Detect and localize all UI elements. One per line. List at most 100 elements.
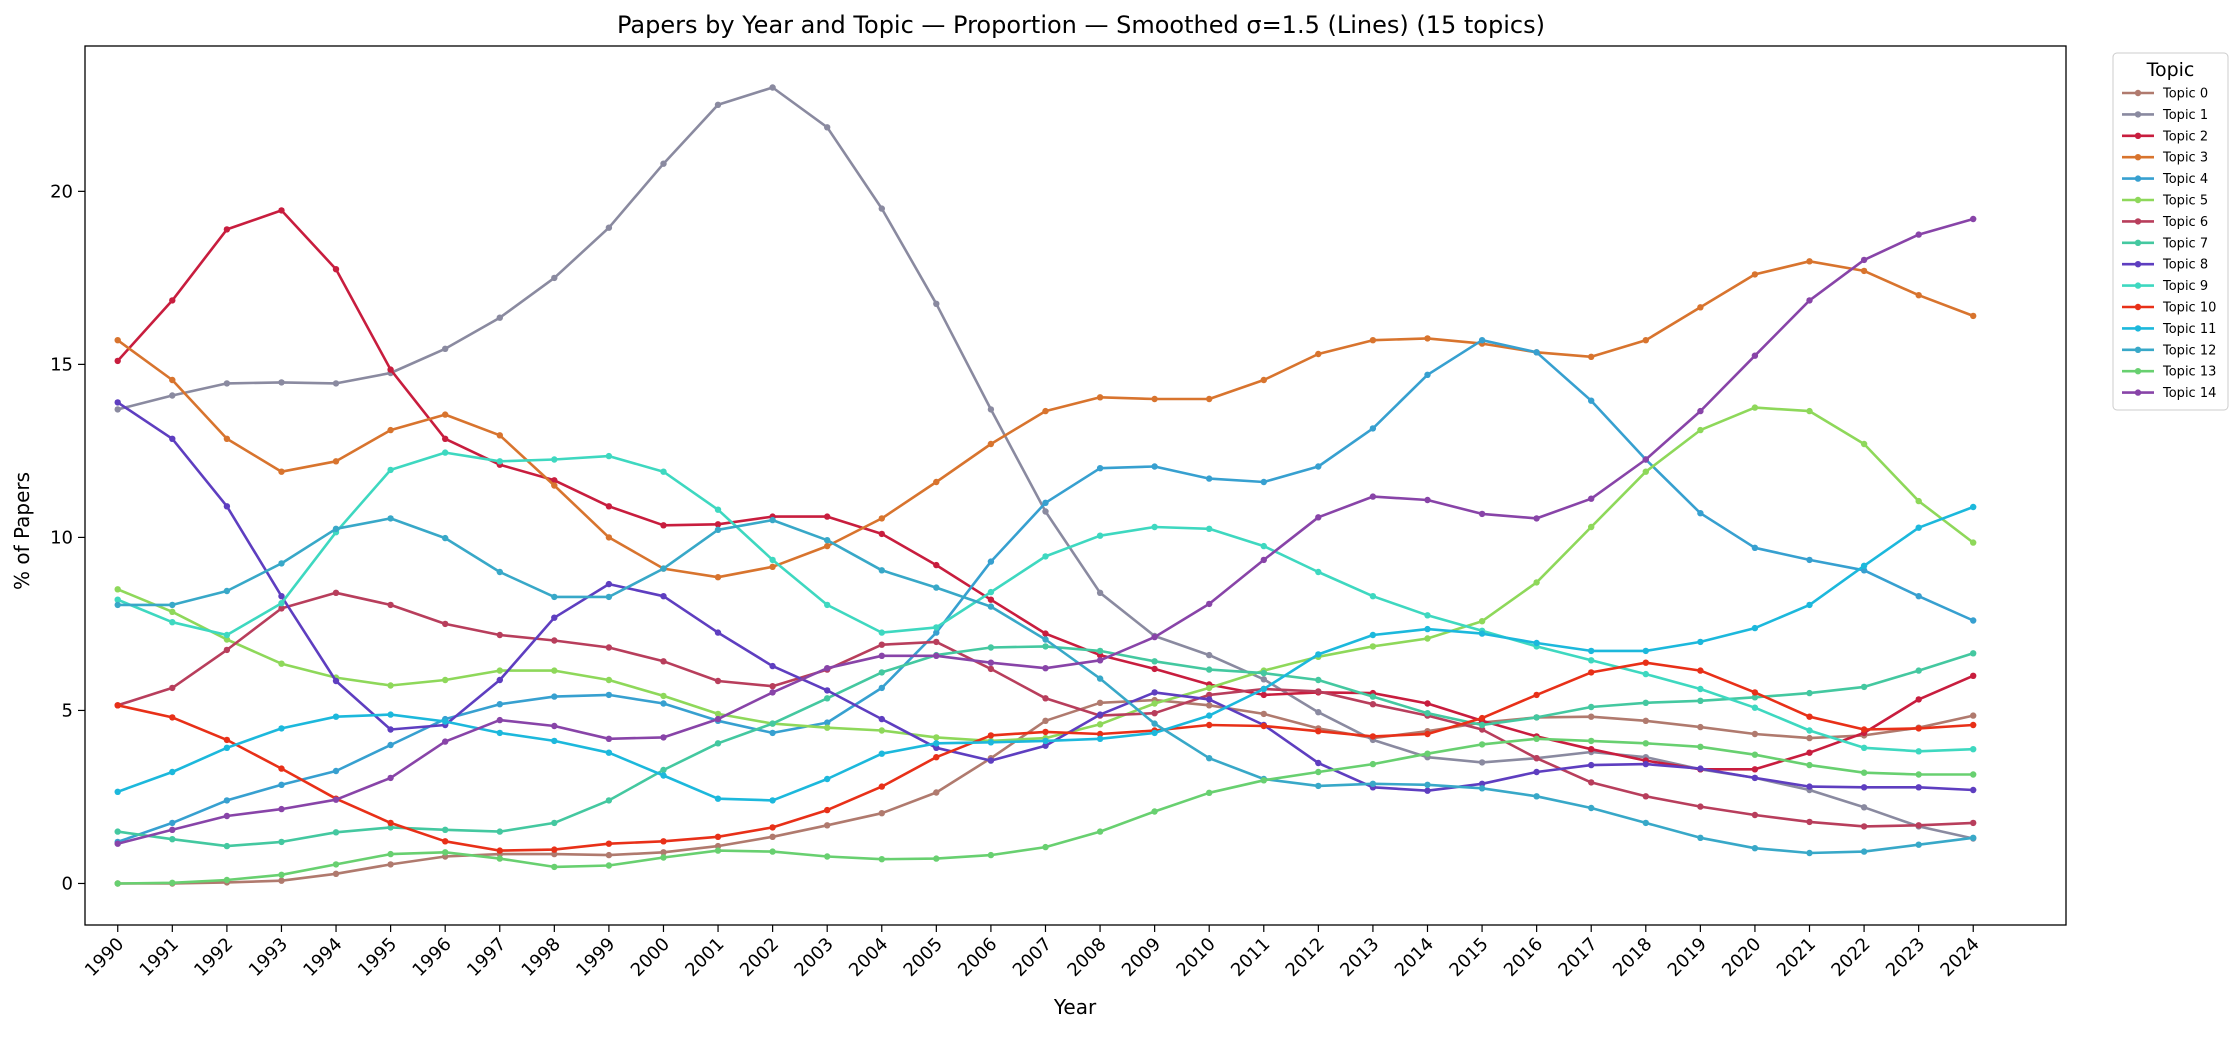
data-point (387, 682, 394, 689)
data-point (1042, 508, 1049, 515)
y-tick-label: 15 (50, 354, 73, 375)
data-point (1478, 630, 1486, 637)
x-tick-label: 2005 (900, 934, 947, 981)
data-point (1806, 689, 1813, 697)
data-point (1860, 823, 1868, 830)
data-point (114, 788, 121, 795)
data-point (987, 739, 995, 746)
data-point (878, 515, 885, 522)
x-tick-label: 2016 (1500, 934, 1547, 981)
data-point (387, 466, 394, 474)
data-point (1860, 744, 1868, 751)
x-tick-label: 2020 (1718, 934, 1765, 981)
data-point (114, 406, 121, 413)
data-point (1206, 666, 1213, 673)
data-point (1424, 612, 1431, 619)
series-13 (114, 735, 1977, 887)
data-point (769, 729, 776, 737)
data-point (1751, 544, 1759, 551)
data-point (1151, 633, 1158, 641)
x-tick-label: 2014 (1391, 934, 1438, 981)
data-point (660, 160, 667, 167)
data-point (1151, 700, 1158, 707)
data-point (1042, 737, 1049, 745)
data-point (551, 456, 558, 463)
data-point (1424, 710, 1431, 717)
legend-item: Topic 4 (2122, 172, 2208, 187)
series-line (116, 217, 1975, 846)
data-point (824, 806, 831, 814)
data-point (551, 477, 558, 484)
x-tick-label: 2024 (1936, 934, 1983, 981)
data-point (878, 641, 885, 648)
data-point (1970, 539, 1977, 546)
data-point (496, 716, 503, 724)
data-point (1096, 730, 1104, 738)
data-point (1642, 670, 1650, 678)
data-point (1533, 768, 1540, 776)
data-point (1315, 651, 1322, 658)
data-point (387, 515, 394, 522)
data-point (1860, 848, 1868, 855)
data-point (987, 757, 995, 764)
data-point (1915, 292, 1922, 299)
data-point (1806, 749, 1813, 756)
data-point (1260, 478, 1268, 486)
data-point (1096, 699, 1104, 706)
data-point (169, 297, 176, 304)
data-point (1260, 691, 1268, 699)
series-6 (114, 589, 1977, 830)
data-point (1315, 463, 1322, 470)
data-point (1588, 737, 1595, 745)
x-tick-label: 1997 (463, 934, 510, 981)
data-point (223, 744, 231, 751)
legend-label: Topic 7 (2162, 236, 2208, 251)
data-point (496, 676, 503, 684)
data-point (1642, 717, 1650, 724)
y-tick-label: 20 (50, 181, 73, 202)
data-point (605, 851, 613, 859)
data-point (278, 660, 285, 667)
legend-marker (2134, 239, 2142, 246)
x-tick-label: 2017 (1554, 934, 1601, 981)
data-point (1206, 712, 1213, 719)
data-point (1478, 741, 1486, 748)
data-point (278, 805, 285, 813)
data-point (1970, 712, 1977, 719)
data-point (1806, 761, 1813, 769)
x-tick-label: 2018 (1609, 934, 1656, 981)
data-point (605, 676, 613, 684)
x-tick-label: 2012 (1282, 934, 1329, 981)
data-point (605, 503, 613, 510)
data-point (1642, 468, 1650, 475)
data-point (551, 593, 558, 601)
data-point (1860, 267, 1868, 275)
data-point (1478, 785, 1486, 792)
data-point (1751, 704, 1759, 711)
data-point (1970, 819, 1977, 827)
data-point (1096, 465, 1104, 472)
data-point (1042, 665, 1049, 672)
data-point (769, 689, 776, 696)
data-point (1697, 723, 1704, 731)
data-point (878, 783, 885, 790)
data-point (824, 513, 831, 520)
data-point (332, 829, 340, 836)
data-point (1697, 426, 1704, 434)
data-point (1751, 404, 1759, 411)
data-point (1915, 784, 1922, 791)
data-point (1042, 717, 1049, 724)
data-point (1151, 665, 1158, 673)
data-point (1533, 755, 1540, 762)
data-point (1970, 834, 1977, 841)
data-point (278, 871, 285, 878)
data-point (223, 380, 231, 387)
data-point (278, 605, 285, 612)
data-point (769, 720, 776, 727)
data-point (442, 838, 449, 845)
series-5 (114, 404, 1977, 745)
data-point (278, 877, 285, 884)
data-point (1588, 669, 1595, 676)
data-point (605, 580, 613, 588)
legend-marker (2134, 325, 2142, 332)
